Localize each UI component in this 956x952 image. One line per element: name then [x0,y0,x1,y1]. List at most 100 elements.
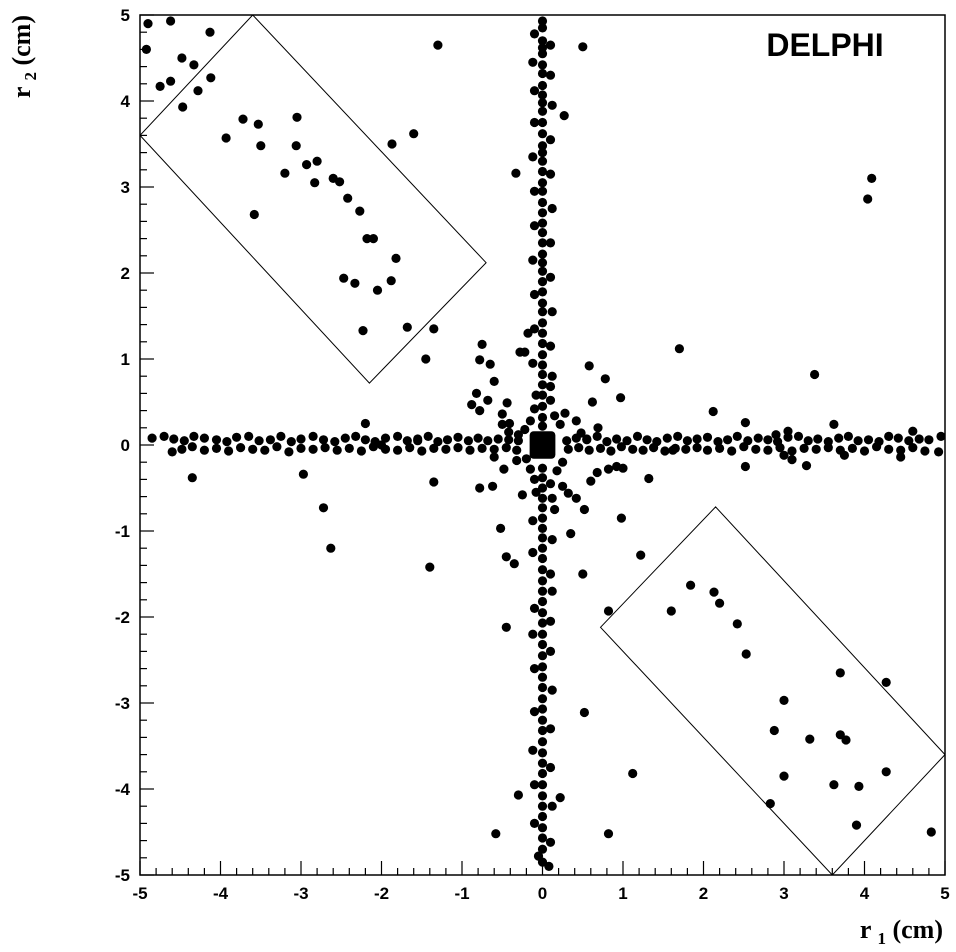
data-point [545,395,556,405]
data-point [528,358,538,368]
data-point [529,186,540,196]
data-point [537,596,548,607]
data-point [545,169,556,179]
data-point [178,102,188,112]
data-point [926,827,936,837]
data-point [529,780,540,790]
data-point [296,434,306,444]
data-point [547,100,557,110]
data-point [644,473,654,484]
data-point [475,483,485,493]
data-point [393,445,403,455]
data-point [529,404,540,414]
data-point [560,408,570,418]
data-point [537,60,548,70]
data-point [537,780,548,790]
data-point [429,477,439,487]
y-tick-label: -5 [115,866,130,885]
data-point [547,371,557,381]
data-point [708,406,718,417]
data-point [330,437,340,447]
data-point [236,443,246,453]
data-point [739,442,749,452]
data-point [423,431,433,441]
data-point [872,442,882,452]
data-point [552,466,562,476]
data-point [199,445,209,455]
data-point [520,424,530,435]
data-point [453,443,463,453]
data-point [578,42,588,52]
data-point [550,504,560,515]
data-point [881,767,891,777]
data-point [537,533,548,543]
data-point [442,435,453,445]
data-point [537,258,548,268]
data-point [563,488,573,498]
data-point [326,543,336,553]
data-point [884,444,894,454]
data-point [453,432,463,442]
data-point [863,435,874,445]
data-point [504,435,514,445]
y-tick-label: 2 [121,264,130,283]
y-axis-title-unit: (cm) [7,15,36,66]
data-point [537,218,548,228]
data-point [805,734,815,744]
data-point [189,431,199,441]
data-point [308,444,318,454]
data-point [896,445,906,455]
data-point [485,359,495,369]
data-point [537,833,548,843]
data-point [545,837,556,847]
data-point [618,463,628,473]
data-point [332,445,342,455]
data-point [187,473,197,483]
data-point [914,434,924,444]
data-point [529,117,540,128]
data-point [537,80,548,91]
data-point [537,651,548,661]
data-point [896,452,906,462]
data-point [638,445,648,455]
data-point [537,117,548,128]
data-point [143,19,153,29]
data-point [405,443,415,453]
data-point [351,431,361,441]
data-point [344,443,354,453]
x-axis-title-main: r [860,915,871,944]
data-point [391,253,401,263]
data-point [380,433,391,443]
data-point [521,454,532,464]
data-point [529,707,540,717]
data-point [843,431,854,441]
data-point [881,677,891,688]
data-point [763,445,773,455]
data-point [537,473,548,483]
data-point [853,436,863,446]
data-point [740,461,751,472]
data-point [296,443,306,453]
x-tick-label: 3 [779,884,788,903]
data-point [803,436,813,446]
data-point [612,434,622,444]
data-point [528,629,538,639]
data-point [537,576,548,586]
data-point [545,646,556,657]
data-point [537,380,548,390]
data-point [779,771,789,781]
data-point [169,434,179,444]
data-point [504,418,515,429]
data-point [537,360,548,370]
data-point [841,735,851,745]
data-point [682,436,693,446]
data-point [547,586,557,596]
data-point [603,606,614,616]
data-point [528,516,538,526]
data-point [537,823,548,833]
data-point [167,447,177,457]
data-point [537,129,548,139]
data-point [489,444,499,454]
data-point [537,36,548,46]
x-axis-title: r 1 (cm) [860,915,943,950]
